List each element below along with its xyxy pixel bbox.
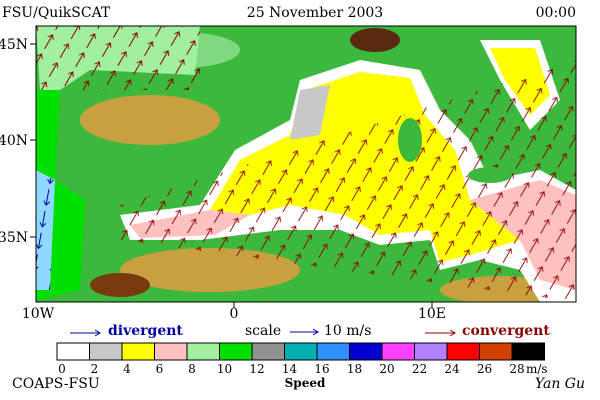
- lon-ticks: 10W 0 10E: [22, 302, 446, 322]
- colorbar-tick: 0: [58, 362, 66, 376]
- colorbar-tick: 28: [509, 362, 524, 376]
- color-swatch: [414, 342, 448, 361]
- legend-scale: scale: [245, 323, 281, 339]
- colorbar-tick: 2: [91, 362, 99, 376]
- lon-label: 10W: [22, 306, 55, 322]
- colorbar-tick: 4: [123, 362, 131, 376]
- colorbar-tick: 12: [249, 362, 264, 376]
- colorbar-title: Speed: [285, 376, 326, 390]
- legend: divergent scale 10 m/s convergent: [70, 323, 550, 339]
- color-swatch: [251, 342, 285, 361]
- lat-label: 45N: [0, 37, 28, 53]
- colorbar-tick: 18: [347, 362, 362, 376]
- header-left: FSU/QuikSCAT: [2, 5, 111, 21]
- color-swatch: [56, 342, 90, 361]
- colorbar-tick: 24: [444, 362, 460, 376]
- color-swatch: [154, 342, 188, 361]
- color-swatch: [316, 342, 350, 361]
- colorbar-tick: 10: [217, 362, 232, 376]
- footer-right: Yan Gu: [535, 376, 585, 392]
- colorbar-unit: m/s: [526, 362, 548, 376]
- legend-divergent: divergent: [108, 323, 183, 339]
- colorbar-tick: 6: [156, 362, 164, 376]
- colorbar-tick: 26: [477, 362, 492, 376]
- map: [36, 26, 576, 302]
- colorbar-tick: 20: [379, 362, 394, 376]
- map-frame: [35, 25, 577, 303]
- lat-label: 35N: [0, 230, 28, 246]
- color-swatch: [446, 342, 480, 361]
- colorbar-tick: 22: [412, 362, 427, 376]
- footer-left: COAPS-FSU: [12, 376, 100, 392]
- lat-label: 40N: [0, 133, 28, 149]
- colorbar-tick: 16: [314, 362, 329, 376]
- colorbar: 0 2 4 6 8 10 12 14 16 18 20 22 24 26 28 m/s: [56, 342, 548, 376]
- color-swatch: [89, 342, 123, 361]
- color-swatch: [511, 342, 545, 361]
- legend-convergent: convergent: [462, 323, 550, 339]
- header-center: 25 November 2003: [247, 5, 383, 21]
- colorbar-tick: 14: [282, 362, 298, 376]
- color-swatch: [381, 342, 415, 361]
- color-swatch: [186, 342, 220, 361]
- lat-ticks: 45N 40N 35N: [0, 37, 36, 246]
- color-swatch: [121, 342, 155, 361]
- header-right: 00:00: [536, 5, 576, 21]
- color-swatch: [349, 342, 383, 361]
- color-swatch: [219, 342, 253, 361]
- color-swatch: [479, 342, 513, 361]
- legend-scale-value: 10 m/s: [324, 323, 371, 339]
- lon-label: 10E: [418, 306, 446, 322]
- colorbar-tick: 8: [188, 362, 196, 376]
- color-swatch: [284, 342, 318, 361]
- lon-label: 0: [230, 306, 239, 322]
